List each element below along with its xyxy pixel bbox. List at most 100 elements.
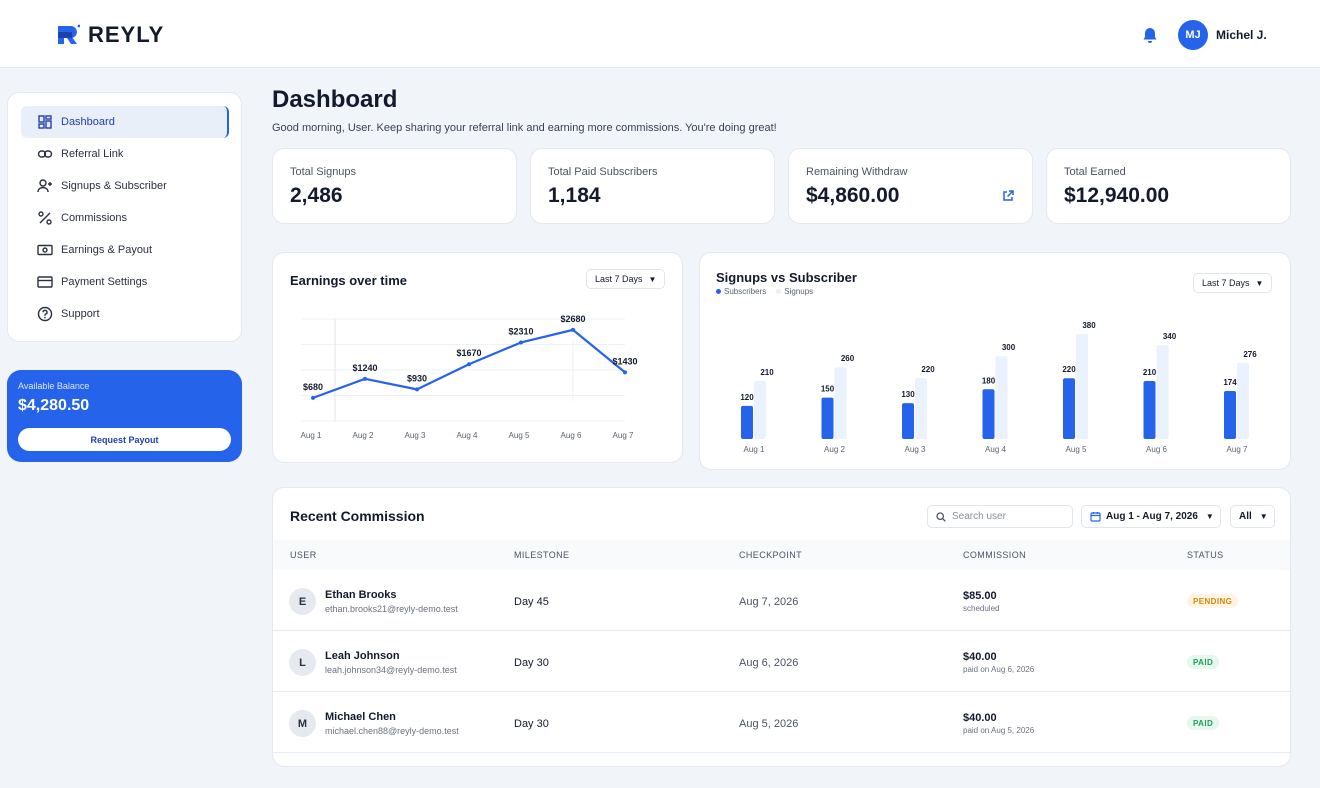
sidebar-item-label: Payment Settings [61,276,148,288]
external-link-icon[interactable] [1002,189,1014,201]
subscribers-bar [1063,378,1075,439]
data-point [467,362,471,367]
subscribers-bar [902,403,914,439]
x-tick-label: Aug 4 [985,445,1006,454]
commission-amount: $40.00 [963,712,997,724]
status-badge: PAID [1187,655,1220,669]
sidebar-item-support[interactable]: Support [21,298,229,330]
date-range-value: Aug 1 - Aug 7, 2026 [1106,511,1198,522]
brand-logo[interactable]: REYLY [58,22,164,48]
x-tick-label: Aug 7 [613,431,634,440]
table-row[interactable]: M Michael Chen michael.chen88@reyly-demo… [273,692,1290,753]
column-header-checkpoint[interactable]: CHECKPOINT [739,550,803,560]
column-header-status[interactable]: STATUS [1187,550,1224,560]
stat-label: Remaining Withdraw [806,166,908,178]
sidebar-item-referral-link[interactable]: Referral Link [21,138,229,170]
search-input[interactable] [952,511,1062,522]
user-name: Michael Chen [325,711,396,723]
column-header-milestone[interactable]: MILESTONE [514,550,570,560]
x-tick-label: Aug 5 [1066,445,1087,454]
section-title: Recent Commission [290,508,425,524]
signups-data-label: 276 [1243,350,1257,359]
avatar: L [289,649,316,676]
search-box[interactable] [927,505,1073,528]
table-row[interactable]: L Leah Johnson leah.johnson34@reyly-demo… [273,631,1290,692]
sidebar-item-label: Signups & Subscriber [61,180,167,192]
subscribers-bar [982,389,995,439]
x-tick-label: Aug 2 [824,445,845,454]
signups-bar-chart: 210 120 Aug 1 260 150 Aug 2 220 130 Aug 3 300 180 A… [740,321,1257,454]
subscribers-data-label: 130 [901,390,915,399]
stat-value: 1,184 [548,184,601,207]
signups-data-label: 300 [1002,343,1016,352]
signups-bar [1237,362,1249,439]
earnings-line-chart: $680 $1240 $930 $1670 $2310 $2680 $1430 Aug 1 Au… [301,314,638,440]
avatar: M [289,710,316,737]
earnings-range-dropdown[interactable]: Last 7 Days ▼ [586,269,666,289]
commission-amount: $40.00 [963,651,997,663]
signups-range-dropdown[interactable]: Last 7 Days ▼ [1193,273,1273,293]
notification-bell-icon[interactable] [1141,26,1159,44]
x-tick-label: Aug 3 [905,445,926,454]
signups-bar [1156,345,1169,439]
subscribers-data-label: 220 [1062,365,1076,374]
user-name[interactable]: Michel J. [1216,28,1267,42]
filter-value: All [1239,511,1252,522]
request-payout-button[interactable]: Request Payout [18,428,231,451]
x-tick-label: Aug 3 [405,431,426,440]
sidebar-item-label: Support [61,308,100,320]
chart-title: Signups vs Subscriber [716,270,857,285]
data-label: $1670 [456,348,481,358]
signups-data-label: 260 [841,354,855,363]
brand-name: REYLY [88,22,165,47]
column-header-user[interactable]: USER [290,550,317,560]
user-name: Ethan Brooks [325,589,397,601]
search-icon [936,511,946,522]
signups-bar [754,381,766,439]
balance-value: $4,280.50 [18,397,90,414]
column-header-commission[interactable]: COMMISSION [963,550,1027,560]
user-name: Leah Johnson [325,650,400,662]
help-icon [37,306,53,322]
sidebar-item-commissions[interactable]: Commissions [21,202,229,234]
sidebar-item-dashboard[interactable]: Dashboard [21,106,229,138]
signups-data-label: 210 [760,368,774,377]
top-bar: REYLY MJ Michel J. [0,0,1320,68]
sidebar-item-earnings[interactable]: Earnings & Payout [21,234,229,266]
chevron-down-icon: ▼ [1205,512,1214,521]
stat-label: Total Paid Subscribers [548,166,658,178]
checkpoint: Aug 5, 2026 [739,718,799,730]
link-icon [37,150,53,158]
card-icon [37,276,53,288]
user-email: leah.johnson34@reyly-demo.test [325,665,457,675]
commission-note: paid on Aug 6, 2026 [963,665,1035,674]
x-tick-label: Aug 1 [744,445,765,454]
user-avatar[interactable]: MJ [1178,20,1208,50]
stat-card-total-earned: Total Earned $12,940.00 [1046,148,1291,224]
chevron-down-icon: ▼ [648,274,657,284]
subscribers-data-label: 180 [982,376,996,385]
table-header: USER MILESTONE CHECKPOINT COMMISSION STA… [273,540,1290,570]
subscribers-bar [1224,390,1236,439]
logo-icon [58,24,81,46]
stat-card-remaining-withdraw: Remaining Withdraw $4,860.00 [788,148,1033,224]
cash-icon [37,244,53,256]
data-label: $2680 [560,314,585,324]
stat-value: $4,860.00 [806,184,900,207]
sidebar: Dashboard Referral Link Signups & Subscr… [7,92,242,342]
x-tick-label: Aug 5 [509,431,530,440]
page-title: Dashboard [272,86,398,113]
date-range-dropdown[interactable]: Aug 1 - Aug 7, 2026 ▼ [1081,505,1221,528]
data-point [311,395,315,400]
status-filter-dropdown[interactable]: All ▼ [1230,505,1275,528]
signups-chart-card: Signups vs Subscriber Subscribers Signup… [699,252,1291,470]
sidebar-item-payment-settings[interactable]: Payment Settings [21,266,229,298]
chart-title: Earnings over time [290,273,408,288]
dashboard-icon [38,115,52,129]
sidebar-item-signups[interactable]: Signups & Subscriber [21,170,229,202]
user-plus-icon [37,179,52,193]
table-row[interactable]: E Ethan Brooks ethan.brooks21@reyly-demo… [273,570,1290,631]
data-label: $1430 [612,356,637,366]
data-label: $680 [303,382,323,392]
subscribers-data-label: 120 [740,393,754,402]
